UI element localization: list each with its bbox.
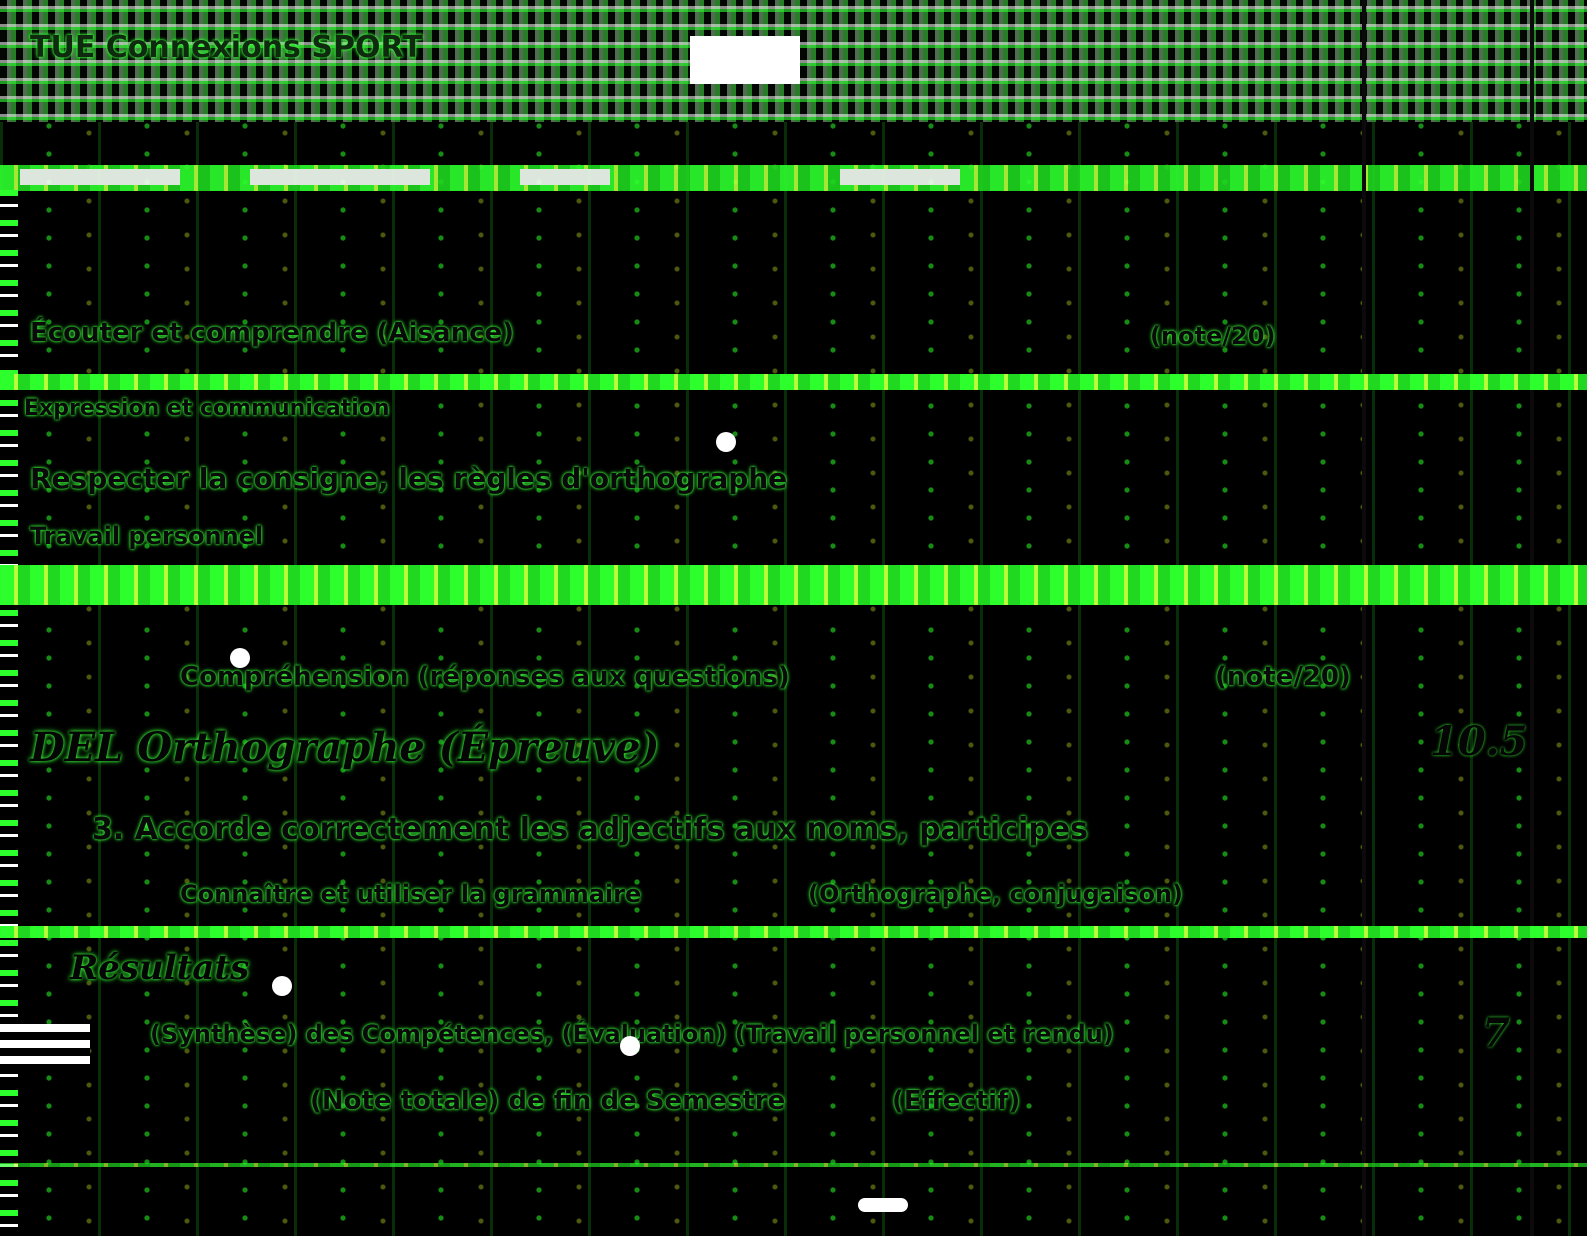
left-white-bars (0, 1024, 90, 1072)
green-band-3 (0, 565, 1587, 605)
white-segment (840, 169, 960, 185)
green-band-bottom (0, 1163, 1587, 1167)
green-band-4 (0, 926, 1587, 938)
white-segment (250, 169, 430, 185)
row-text-4: Travail personnel (30, 522, 264, 550)
row-text-2: Expression et communication (24, 396, 390, 421)
item-text-2: Connaître et utiliser la grammaire (180, 880, 642, 908)
white-marker (620, 1036, 640, 1056)
green-band-2 (0, 374, 1587, 390)
item-text-1: 3. Accorde correctement les adjectifs au… (92, 812, 1088, 847)
section-title: DEL Orthographe (Épreuve) (30, 724, 660, 771)
white-segment (520, 169, 610, 185)
header-white-block (690, 36, 800, 84)
footer-score: 7 (1482, 1010, 1510, 1057)
footer-title: Résultats (70, 948, 250, 988)
row-text-5: Compréhension (réponses aux questions) (180, 662, 790, 692)
white-marker (230, 648, 250, 668)
section-score: 10.5 (1430, 718, 1528, 765)
left-margin-noise (0, 190, 18, 1236)
bottom-white-pill (858, 1198, 908, 1212)
row-text-3: Respecter la consigne, les règles d'orth… (30, 462, 788, 495)
footer-subnote: (Effectif) (892, 1086, 1021, 1116)
row-text-1: Écouter et comprendre (Aisance) (30, 318, 515, 348)
row-score-1: (note/20) (1150, 322, 1276, 350)
header-band: TUE Connexions SPORT (0, 0, 1587, 122)
white-marker (272, 976, 292, 996)
green-band-top (0, 165, 1587, 191)
white-segment (20, 169, 180, 185)
header-title: TUE Connexions SPORT (30, 30, 423, 65)
white-marker (716, 432, 736, 452)
footer-subtext: (Note totale) de fin de Semestre (310, 1086, 786, 1116)
item-note-2: (Orthographe, conjugaison) (808, 880, 1184, 908)
row-score-5: (note/20) (1215, 662, 1351, 692)
column-divider (1530, 0, 1534, 1236)
column-divider (1362, 0, 1366, 1236)
